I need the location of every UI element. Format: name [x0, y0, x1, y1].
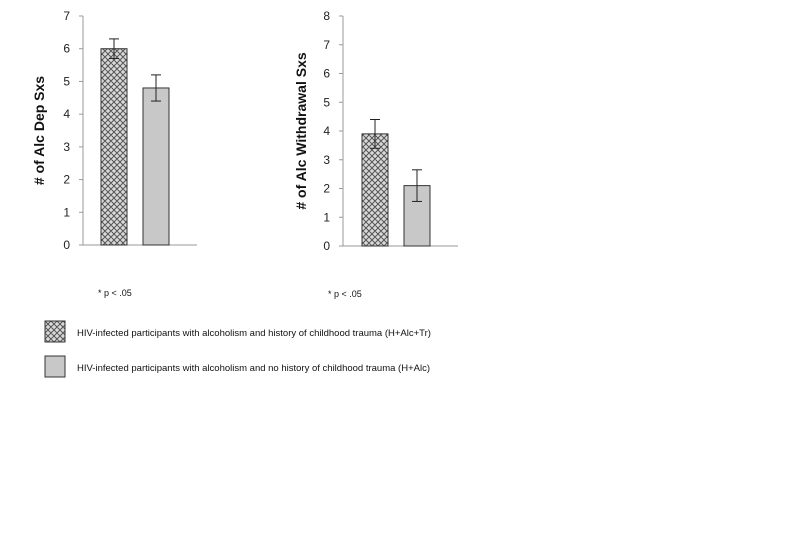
y-tick-label: 6: [323, 67, 330, 81]
y-tick-label: 4: [63, 107, 70, 121]
y-tick-label: 2: [63, 173, 70, 187]
chart-2: 0 1 2 3 4 5 6 7 8 # of Alc Withdrawal Sxs * p < .0…: [293, 9, 458, 299]
significance-note: * p < .05: [98, 288, 132, 298]
y-tick-label: 3: [323, 153, 330, 167]
y-tick-label: 1: [63, 205, 70, 219]
y-tick-label: 0: [323, 239, 330, 253]
y-tick-label: 5: [323, 95, 330, 109]
y-tick-label: 5: [63, 74, 70, 88]
legend-swatch: [44, 320, 66, 343]
y-tick-label: 7: [63, 9, 70, 23]
bar-2: [142, 87, 170, 246]
bar-1: [361, 133, 389, 247]
y-axis-label: # of Alc Withdrawal Sxs: [293, 52, 309, 209]
y-tick-label: 1: [323, 210, 330, 224]
y-tick-label: 6: [63, 42, 70, 56]
significance-note: * p < .05: [328, 289, 362, 299]
y-axis-label: # of Alc Dep Sxs: [31, 76, 47, 185]
y-tick-label: 4: [323, 124, 330, 138]
legend-item: HIV-infected participants with alcoholis…: [44, 355, 430, 378]
chart-1: 0 1 2 3 4 5 6 7 # of Alc Dep Sxs * p < .05: [31, 9, 197, 298]
bar-1: [100, 48, 128, 246]
y-tick-label: 7: [323, 38, 330, 52]
y-tick-label: 0: [63, 238, 70, 252]
y-tick-label: 8: [323, 9, 330, 23]
y-tick-label: 3: [63, 140, 70, 154]
y-tick-label: 2: [323, 182, 330, 196]
legend-label: HIV-infected participants with alcoholis…: [77, 363, 430, 374]
legend-swatch: [44, 355, 66, 378]
legend-item: HIV-infected participants with alcoholis…: [44, 320, 431, 343]
legend-label: HIV-infected participants with alcoholis…: [77, 328, 431, 339]
